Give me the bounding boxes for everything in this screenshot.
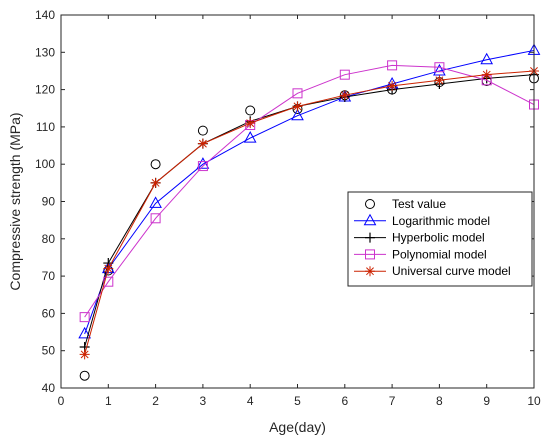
data-point-universal-curve-model: [245, 118, 256, 129]
x-tick-label: 1: [105, 394, 112, 408]
data-point-universal-curve-model: [103, 263, 114, 274]
data-point-universal-curve-model: [79, 349, 90, 360]
legend-label: Logarithmic model: [392, 214, 490, 228]
y-axis-label: Compressive strength (MPa): [7, 112, 23, 290]
data-point-universal-curve-model: [292, 101, 303, 112]
x-tick-label: 7: [389, 394, 396, 408]
legend-label: Universal curve model: [392, 264, 511, 278]
data-point-polynomial-model: [79, 312, 90, 323]
legend-item-hyperbolic-model: Hyperbolic model: [354, 231, 485, 245]
series-layer: [78, 43, 541, 381]
legend-label: Hyperbolic model: [392, 231, 485, 245]
data-point-universal-curve-model: [434, 75, 445, 86]
data-point-polynomial-model: [150, 213, 161, 224]
legend-marker: [365, 232, 375, 243]
x-tick-label: 10: [527, 394, 541, 408]
y-tick-label: 40: [42, 381, 56, 395]
data-point-universal-curve-model: [197, 138, 208, 149]
y-tick-label: 110: [36, 120, 55, 134]
legend-item-logarithmic-model: Logarithmic model: [354, 213, 490, 228]
legend-marker: [365, 199, 375, 209]
y-tick-label: 140: [35, 8, 55, 22]
x-tick-label: 2: [152, 394, 159, 408]
x-tick-label: 5: [294, 394, 301, 408]
legend-label: Polynomial model: [392, 247, 487, 261]
data-point-logarithmic-model: [480, 52, 494, 65]
x-tick-label: 4: [247, 394, 254, 408]
data-point-polynomial-model: [387, 60, 398, 71]
data-point-universal-curve-model: [387, 80, 398, 91]
data-point-polynomial-model: [339, 69, 350, 80]
axes-layer: 0 1 2 3 4 5 6 7 8 9 10 40 50 60 70 80 90 100 110 120 130 140: [35, 8, 541, 408]
data-point-universal-curve-model: [481, 69, 492, 80]
series-line-logarithmic-model: [84, 49, 535, 335]
data-point-logarithmic-model: [433, 63, 446, 76]
y-tick-label: 130: [35, 45, 55, 59]
data-point-logarithmic-model: [78, 326, 91, 339]
data-point-polynomial-model: [197, 161, 208, 172]
data-point-logarithmic-model: [243, 131, 257, 143]
data-point-universal-curve-model: [150, 177, 161, 188]
y-tick-label: 70: [42, 269, 56, 283]
y-tick-label: 100: [35, 157, 55, 171]
x-tick-label: 0: [58, 394, 65, 408]
data-point-test-value: [150, 159, 161, 170]
x-axis-label: Age(day): [269, 419, 326, 435]
data-point-universal-curve-model: [339, 90, 350, 101]
data-point-logarithmic-model: [291, 108, 304, 121]
legend-marker: [365, 266, 375, 277]
data-point-logarithmic-model: [149, 196, 162, 208]
series-line-polynomial-model: [84, 64, 535, 318]
data-point-test-value: [197, 125, 208, 136]
data-point-polynomial-model: [103, 276, 114, 287]
legend-marker: [363, 213, 377, 226]
legend-item-universal-curve-model: Universal curve model: [354, 264, 511, 278]
legend: Test value Logarithmic model Hyperbolic mo…: [347, 191, 533, 287]
y-tick-label: 60: [42, 306, 56, 320]
x-tick-label: 3: [200, 394, 207, 408]
data-point-test-value: [79, 370, 90, 381]
legend-box: [347, 191, 533, 287]
y-tick-label: 50: [42, 344, 56, 358]
legend-item-test-value: Test value: [365, 197, 446, 211]
legend-marker: [365, 249, 375, 260]
data-point-polynomial-model: [434, 62, 445, 73]
data-point-test-value: [245, 105, 256, 116]
y-tick-label: 120: [35, 83, 55, 97]
y-tick-label: 80: [42, 232, 56, 246]
data-point-polynomial-model: [292, 88, 303, 99]
legend-label: Test value: [392, 197, 446, 211]
y-tick-label: 90: [42, 195, 56, 209]
x-tick-label: 6: [341, 394, 348, 408]
x-tick-label: 9: [483, 394, 490, 408]
x-tick-label: 8: [436, 394, 443, 408]
legend-item-polynomial-model: Polynomial model: [354, 247, 487, 261]
